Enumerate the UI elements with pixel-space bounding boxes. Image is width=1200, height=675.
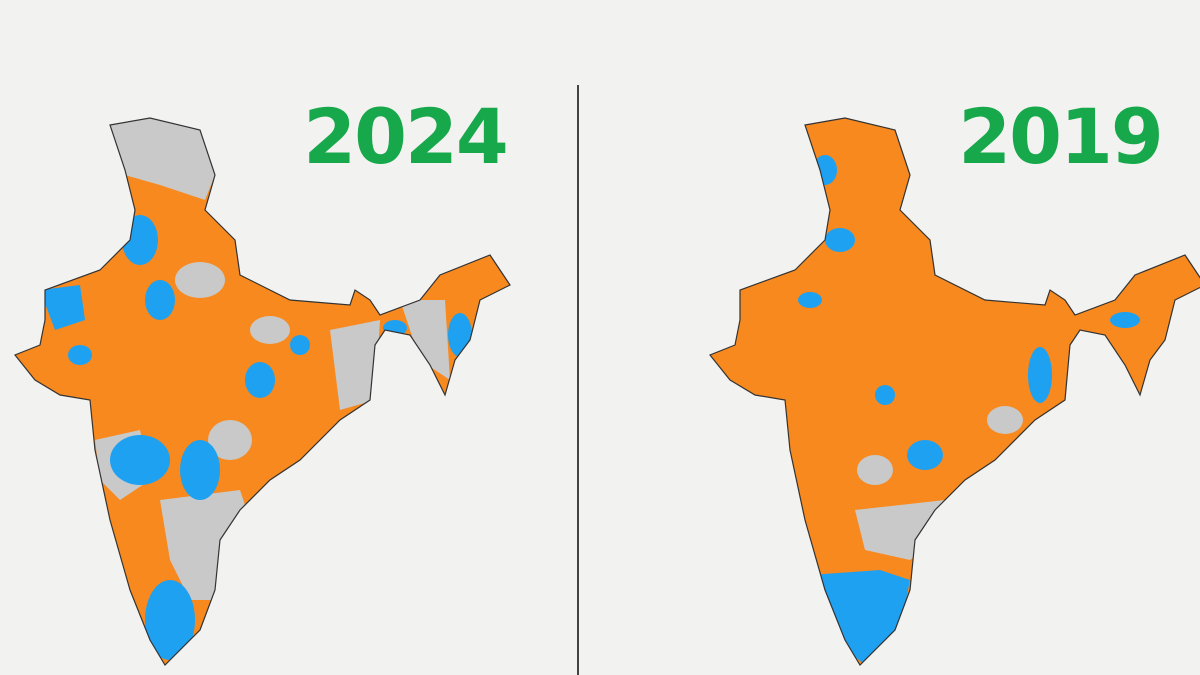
map-2019: 2019: [709, 92, 1200, 666]
map-title: 2019: [958, 92, 1162, 181]
map-title: 2024: [303, 92, 507, 181]
map-2024: 2024: [14, 92, 511, 666]
